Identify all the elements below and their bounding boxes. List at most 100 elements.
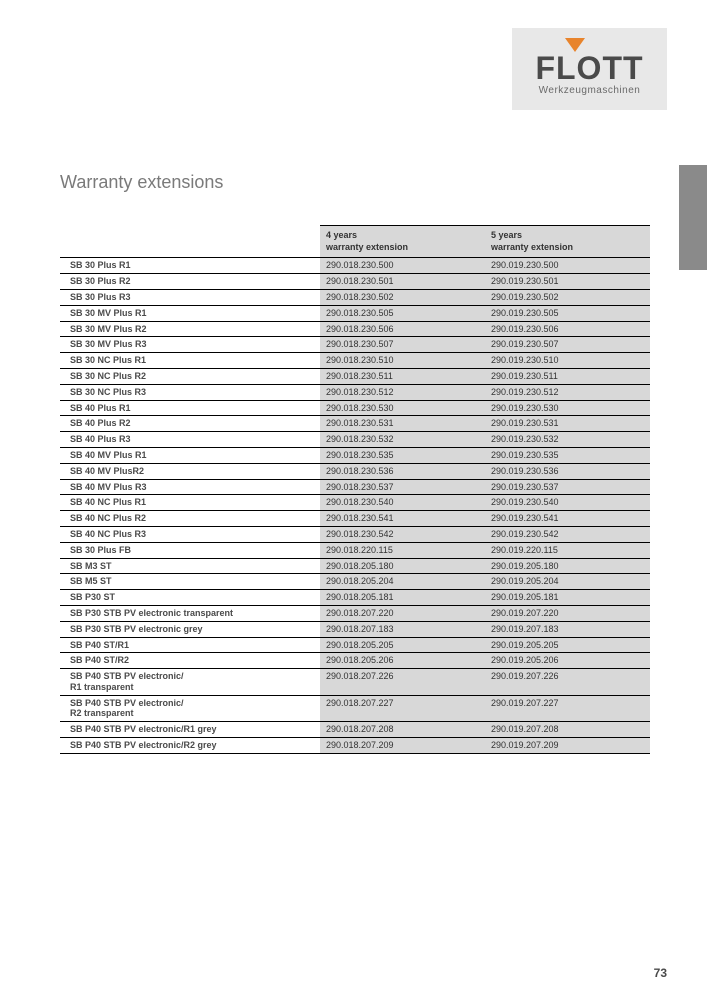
warranty-5yr-code: 290.019.205.206	[485, 653, 650, 668]
warranty-5yr-code: 290.019.205.205	[485, 638, 650, 653]
warranty-5yr-code: 290.019.230.530	[485, 401, 650, 416]
table-row: SB 30 NC Plus R3290.018.230.512290.019.2…	[60, 385, 650, 401]
warranty-4yr-code: 290.018.230.537	[320, 480, 485, 495]
table-row: SB 30 Plus R3290.018.230.502290.019.230.…	[60, 290, 650, 306]
product-name: SB P30 ST	[60, 590, 320, 605]
warranty-4yr-code: 290.018.230.512	[320, 385, 485, 400]
warranty-4yr-code: 290.018.207.220	[320, 606, 485, 621]
warranty-4yr-code: 290.018.205.180	[320, 559, 485, 574]
product-name: SB 30 NC Plus R1	[60, 353, 320, 368]
product-name: SB P40 ST/R1	[60, 638, 320, 653]
table-row: SB 40 NC Plus R2290.018.230.541290.019.2…	[60, 511, 650, 527]
product-name: SB P40 ST/R2	[60, 653, 320, 668]
table-row: SB 40 MV PlusR2290.018.230.536290.019.23…	[60, 464, 650, 480]
table-row: SB P40 STB PV electronic/ R2 transparent…	[60, 696, 650, 723]
table-row: SB 30 NC Plus R1290.018.230.510290.019.2…	[60, 353, 650, 369]
warranty-5yr-code: 290.019.207.227	[485, 696, 650, 722]
warranty-5yr-code: 290.019.230.505	[485, 306, 650, 321]
table-row: SB P30 STB PV electronic transparent290.…	[60, 606, 650, 622]
warranty-4yr-code: 290.018.230.541	[320, 511, 485, 526]
warranty-4yr-code: 290.018.230.511	[320, 369, 485, 384]
product-name: SB 30 NC Plus R3	[60, 385, 320, 400]
product-name: SB 40 NC Plus R1	[60, 495, 320, 510]
table-header: 4 years warranty extension 5 years warra…	[60, 225, 650, 258]
product-name: SB 30 MV Plus R1	[60, 306, 320, 321]
warranty-4yr-code: 290.018.207.209	[320, 738, 485, 753]
warranty-4yr-code: 290.018.230.505	[320, 306, 485, 321]
product-name: SB 40 MV Plus R3	[60, 480, 320, 495]
warranty-5yr-code: 290.019.207.220	[485, 606, 650, 621]
warranty-4yr-code: 290.018.230.532	[320, 432, 485, 447]
header-5yr: 5 years warranty extension	[485, 225, 650, 257]
product-name: SB P30 STB PV electronic grey	[60, 622, 320, 637]
table-row: SB M5 ST290.018.205.204290.019.205.204	[60, 574, 650, 590]
product-name: SB M5 ST	[60, 574, 320, 589]
table-row: SB 40 MV Plus R1290.018.230.535290.019.2…	[60, 448, 650, 464]
warranty-4yr-code: 290.018.207.226	[320, 669, 485, 695]
table-row: SB P40 STB PV electronic/R1 grey290.018.…	[60, 722, 650, 738]
product-name: SB 40 NC Plus R2	[60, 511, 320, 526]
warranty-4yr-code: 290.018.230.510	[320, 353, 485, 368]
warranty-5yr-code: 290.019.230.512	[485, 385, 650, 400]
warranty-4yr-code: 290.018.205.181	[320, 590, 485, 605]
table-row: SB 30 MV Plus R3290.018.230.507290.019.2…	[60, 337, 650, 353]
table-row: SB 30 Plus R2290.018.230.501290.019.230.…	[60, 274, 650, 290]
logo-text: FLOTT	[535, 50, 643, 87]
product-name: SB 40 NC Plus R3	[60, 527, 320, 542]
warranty-4yr-code: 290.018.205.204	[320, 574, 485, 589]
table-row: SB P40 STB PV electronic/ R1 transparent…	[60, 669, 650, 696]
product-name: SB P30 STB PV electronic transparent	[60, 606, 320, 621]
warranty-5yr-code: 290.019.230.535	[485, 448, 650, 463]
table-row: SB 40 Plus R3290.018.230.532290.019.230.…	[60, 432, 650, 448]
warranty-5yr-code: 290.019.230.536	[485, 464, 650, 479]
product-name: SB P40 STB PV electronic/ R1 transparent	[60, 669, 320, 695]
table-row: SB P30 STB PV electronic grey290.018.207…	[60, 622, 650, 638]
product-name: SB 30 MV Plus R3	[60, 337, 320, 352]
warranty-5yr-code: 290.019.207.209	[485, 738, 650, 753]
warranty-4yr-code: 290.018.230.536	[320, 464, 485, 479]
table-row: SB 30 MV Plus R2290.018.230.506290.019.2…	[60, 322, 650, 338]
section-tab	[679, 165, 707, 270]
warranty-5yr-code: 290.019.230.501	[485, 274, 650, 289]
table-row: SB P40 STB PV electronic/R2 grey290.018.…	[60, 738, 650, 754]
table-row: SB M3 ST290.018.205.180290.019.205.180	[60, 559, 650, 575]
table-row: SB 40 MV Plus R3290.018.230.537290.019.2…	[60, 480, 650, 496]
product-name: SB 40 MV PlusR2	[60, 464, 320, 479]
warranty-4yr-code: 290.018.205.206	[320, 653, 485, 668]
header-5yr-l1: 5 years	[491, 230, 522, 240]
warranty-4yr-code: 290.018.205.205	[320, 638, 485, 653]
warranty-4yr-code: 290.018.207.183	[320, 622, 485, 637]
warranty-5yr-code: 290.019.230.540	[485, 495, 650, 510]
warranty-5yr-code: 290.019.220.115	[485, 543, 650, 558]
warranty-5yr-code: 290.019.230.541	[485, 511, 650, 526]
warranty-5yr-code: 290.019.230.507	[485, 337, 650, 352]
product-name: SB P40 STB PV electronic/ R2 transparent	[60, 696, 320, 722]
warranty-5yr-code: 290.019.230.511	[485, 369, 650, 384]
warranty-5yr-code: 290.019.207.183	[485, 622, 650, 637]
page-number: 73	[654, 966, 667, 980]
warranty-5yr-code: 290.019.205.180	[485, 559, 650, 574]
warranty-4yr-code: 290.018.230.531	[320, 416, 485, 431]
product-name: SB 40 Plus R2	[60, 416, 320, 431]
product-name: SB 40 MV Plus R1	[60, 448, 320, 463]
warranty-4yr-code: 290.018.230.500	[320, 258, 485, 273]
table-row: SB 40 Plus R1290.018.230.530290.019.230.…	[60, 401, 650, 417]
product-name: SB 30 NC Plus R2	[60, 369, 320, 384]
warranty-5yr-code: 290.019.230.542	[485, 527, 650, 542]
table-body: SB 30 Plus R1290.018.230.500290.019.230.…	[60, 258, 650, 754]
logo: FLOTT Werkzeugmaschinen	[512, 28, 667, 110]
warranty-4yr-code: 290.018.230.506	[320, 322, 485, 337]
table-row: SB P40 ST/R1290.018.205.205290.019.205.2…	[60, 638, 650, 654]
warranty-5yr-code: 290.019.230.506	[485, 322, 650, 337]
product-name: SB 30 Plus R3	[60, 290, 320, 305]
table-row: SB P40 ST/R2290.018.205.206290.019.205.2…	[60, 653, 650, 669]
product-name: SB P40 STB PV electronic/R1 grey	[60, 722, 320, 737]
warranty-4yr-code: 290.018.230.542	[320, 527, 485, 542]
product-name: SB P40 STB PV electronic/R2 grey	[60, 738, 320, 753]
warranty-5yr-code: 290.019.205.204	[485, 574, 650, 589]
product-name: SB 40 Plus R1	[60, 401, 320, 416]
logo-triangle-icon	[565, 38, 585, 52]
warranty-table: 4 years warranty extension 5 years warra…	[60, 225, 650, 754]
table-row: SB P30 ST290.018.205.181290.019.205.181	[60, 590, 650, 606]
warranty-4yr-code: 290.018.230.540	[320, 495, 485, 510]
